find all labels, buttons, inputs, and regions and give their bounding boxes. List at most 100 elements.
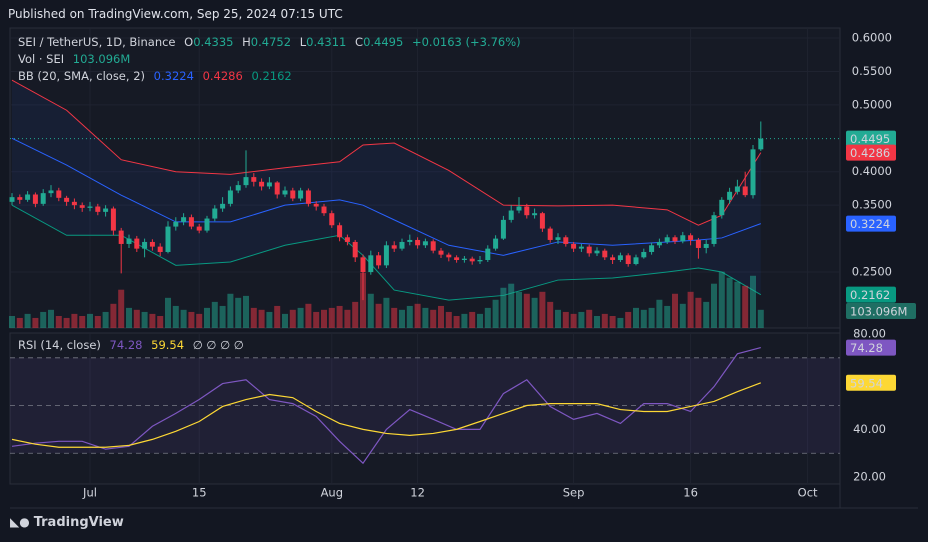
volume-bar xyxy=(165,297,171,328)
volume-bar xyxy=(586,309,593,328)
volume-bar xyxy=(126,307,132,328)
candle-body xyxy=(516,206,522,211)
candle-body xyxy=(188,217,194,227)
volume-bar xyxy=(266,311,273,328)
volume-bar xyxy=(711,283,717,328)
volume-bar xyxy=(672,293,678,328)
volume-bar xyxy=(742,285,749,328)
ohlc-key: C xyxy=(355,35,364,49)
candle-body xyxy=(305,190,311,204)
last-price-box xyxy=(846,130,896,147)
candle-body xyxy=(251,177,257,182)
candle-body xyxy=(204,218,210,231)
y-tick-label: 0.5500 xyxy=(852,64,892,78)
candle-body xyxy=(64,197,70,202)
candle-body xyxy=(243,177,249,186)
candle-body xyxy=(368,255,374,273)
volume-bar xyxy=(258,309,265,328)
candle-body xyxy=(758,138,764,150)
change: +0.0163 (+3.76%) xyxy=(411,35,521,49)
volume-bar xyxy=(94,316,101,328)
volume-bar xyxy=(594,316,600,328)
published-note: Published on TradingView.com, Sep 25, 20… xyxy=(8,7,343,21)
volume-bar xyxy=(570,313,577,328)
candle-body xyxy=(430,241,436,251)
candle-body xyxy=(461,258,467,261)
volume-bar xyxy=(211,301,218,328)
volume-bar xyxy=(188,311,195,328)
brand: ◣● TradingView xyxy=(10,515,124,530)
candle-body xyxy=(415,239,421,246)
volume-bar xyxy=(282,313,288,328)
candle-body xyxy=(617,255,623,261)
brand-name: TradingView xyxy=(33,515,124,530)
candle-body xyxy=(508,210,514,220)
volume-label: 103.096M xyxy=(850,305,907,319)
candle-body xyxy=(212,208,218,219)
candle-body xyxy=(703,243,709,248)
volume-bar xyxy=(461,313,468,328)
candle-body xyxy=(680,235,686,242)
candle-body xyxy=(142,241,148,249)
candle-body xyxy=(407,239,413,242)
volume-bar xyxy=(430,309,437,328)
y-tick-label: 20.00 xyxy=(853,470,886,484)
candle-body xyxy=(329,213,335,226)
candle-body xyxy=(625,255,631,265)
volume-bar xyxy=(578,311,585,328)
candle-body xyxy=(376,255,382,266)
candle-body xyxy=(571,243,577,249)
volume-bar xyxy=(289,309,296,328)
candle-body xyxy=(578,246,584,249)
y-tick-label: 80.00 xyxy=(853,326,886,340)
volume-bar xyxy=(328,307,335,328)
volume-bar xyxy=(16,317,23,328)
volume-bar xyxy=(445,311,452,328)
candle-body xyxy=(165,226,171,252)
bb-label: 0.4286 xyxy=(850,146,890,160)
ohlc-key: O xyxy=(184,35,194,49)
candle-body xyxy=(656,241,662,246)
x-tick-label: 16 xyxy=(683,486,698,500)
volume-bar xyxy=(367,293,374,328)
bb-line xyxy=(11,137,761,256)
bb-line xyxy=(11,204,762,301)
volume-bar xyxy=(133,309,140,328)
ohlc-value: 0.4495 xyxy=(363,35,404,49)
volume-title: Vol · SEI xyxy=(18,52,65,66)
ohlc-value: 0.4752 xyxy=(250,35,292,49)
candle-body xyxy=(126,238,132,244)
rsi-title: RSI (14, close) xyxy=(18,338,101,352)
volume-bar xyxy=(219,305,226,328)
candle-body xyxy=(134,238,140,249)
volume-bar xyxy=(516,291,522,328)
volume-bar xyxy=(360,272,366,328)
rsi-value: 74.28 xyxy=(109,338,143,352)
volume-bar xyxy=(625,311,632,328)
volume-bar xyxy=(547,301,554,328)
candle-body xyxy=(352,241,358,258)
volume-bar xyxy=(640,309,647,328)
volume-bar xyxy=(438,305,444,328)
x-tick-label: Aug xyxy=(321,486,343,500)
ohlc-key: H xyxy=(242,35,251,49)
volume-bar xyxy=(250,307,257,328)
volume-bar xyxy=(695,297,702,328)
candle-body xyxy=(688,235,694,240)
candle-body xyxy=(344,237,350,242)
volume-bar xyxy=(601,313,608,328)
candle-body xyxy=(602,250,608,258)
volume-bar xyxy=(508,283,515,328)
volume-bar xyxy=(79,316,86,328)
bb-basis-value: 0.3224 xyxy=(153,69,194,83)
rsi-box xyxy=(846,374,896,391)
volume-bar xyxy=(157,316,164,328)
bb-legend: BB (20, SMA, close, 2) 0.3224 0.4286 0.2… xyxy=(18,69,297,83)
volume-bar xyxy=(48,309,54,328)
rsi-box xyxy=(846,339,896,356)
volume-bar xyxy=(523,293,530,328)
volume-bar xyxy=(180,309,187,328)
candle-body xyxy=(282,190,288,195)
candle-body xyxy=(220,203,226,209)
bb-title: BB (20, SMA, close, 2) xyxy=(18,69,145,83)
